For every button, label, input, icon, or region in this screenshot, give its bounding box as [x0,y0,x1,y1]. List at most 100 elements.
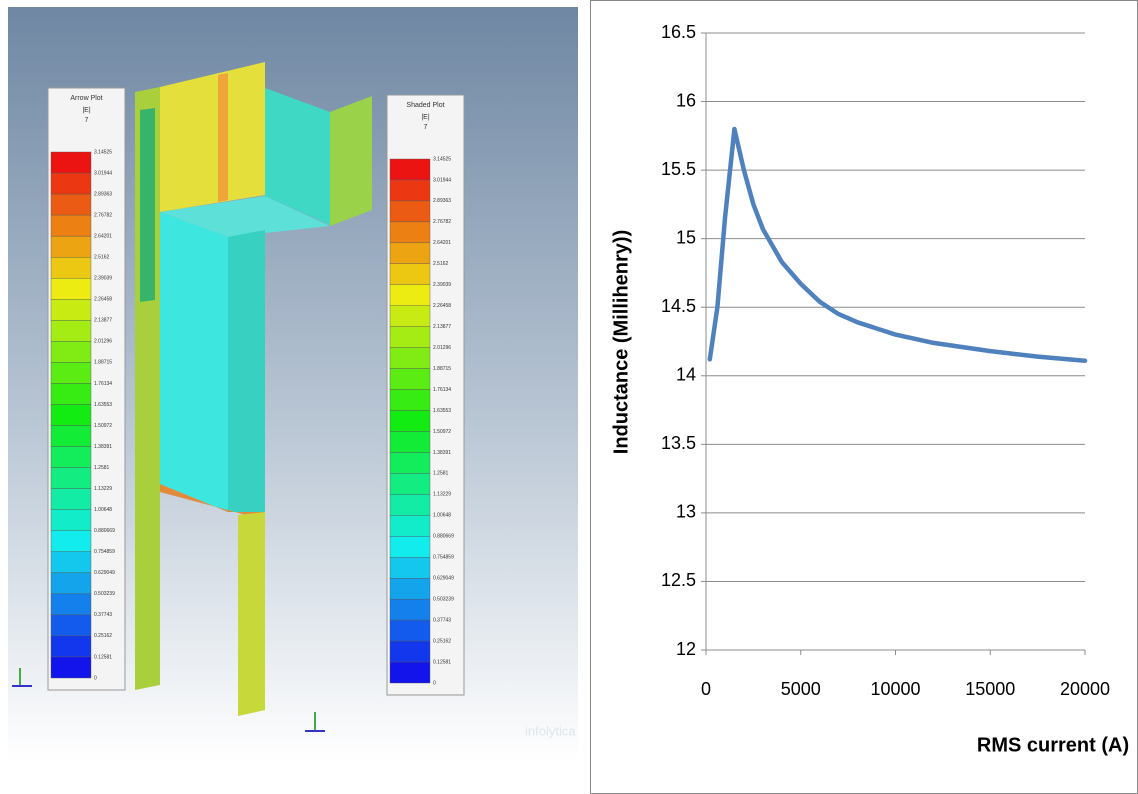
x-tick-label: 5000 [781,679,821,699]
y-axis-label: Inductance (Millihenry)) [610,230,632,454]
legend-cell [389,200,431,223]
legend-cell [50,341,92,363]
legend-level: 0 [433,680,436,686]
legend-cell [389,263,431,285]
y-tick-label: 13.5 [661,433,696,453]
legend-cell [50,214,92,237]
legend-cell [389,410,431,432]
legend-cell [389,221,431,244]
legend-cell [50,530,92,552]
legend-level: 0.754859 [94,549,115,555]
legend-cell [50,446,92,468]
legend-level: 2.5162 [433,261,449,267]
legend-cell [50,551,92,574]
legend-cell [389,536,431,558]
legend-level: 2.64201 [433,240,451,246]
legend-level: 3.14525 [94,149,112,155]
legend-level: 2.89363 [94,191,112,197]
legend-level: 1.38391 [94,444,112,450]
legend-step: 7 [424,124,428,131]
x-tick-label: 15000 [965,679,1015,699]
legend-cell [50,404,92,426]
legend-cell [50,320,92,342]
legend-cell [50,488,92,510]
watermark: infolytica [525,723,576,738]
color-legends: Arrow Plot |E| 7 3.14525 3.01944 2.89363 2.767… [47,87,465,696]
legend-cell [389,452,431,474]
legend-cell [50,467,92,489]
legend-level: 2.89363 [433,198,451,204]
field-region [140,108,155,302]
legend-cell [389,640,431,663]
legend-cell [389,305,431,327]
legend-cell [50,614,92,637]
legend-level: 2.39039 [94,276,112,282]
legend-cell [389,347,431,369]
legend-level: 1.00648 [433,513,451,519]
legend-level: 2.64201 [94,233,112,239]
y-tick-label: 16 [676,90,696,110]
data-line [707,126,1088,363]
legend-cell [50,509,92,531]
web-panel [228,230,265,512]
legend-level: 1.76134 [94,381,112,387]
legend-cell [389,242,431,264]
legend-quantity: |E| [82,107,90,114]
y-tick-label: 14.5 [661,296,696,316]
inner-panel [160,212,228,512]
legend-cell [389,578,431,600]
legend-level: 0.880669 [94,528,115,534]
legend-level: 3.14525 [433,156,451,162]
legend-level: 1.38391 [433,450,451,456]
legend-cell [50,593,92,616]
legend-cell [389,368,431,390]
legend-level: 2.5162 [94,255,110,261]
legend-level: 0.503239 [94,591,115,597]
legend-level: 2.13877 [433,324,451,330]
legend-level: 1.88715 [94,360,112,366]
legend-level: 0.25162 [94,633,112,639]
shelf [160,196,330,237]
legend-level: 0.754859 [433,555,454,561]
y-tick-label: 16.5 [661,22,696,42]
legend-level: 0.503239 [433,596,454,602]
legend-cell [389,326,431,348]
chart: RMS current (A) Inductance (Millihenry))… [610,22,1129,757]
legend-level: 2.76782 [433,219,451,225]
legend-cell [389,473,431,495]
legend-cell [389,661,431,684]
legend-cell [50,362,92,384]
legend-cell [389,598,431,621]
chart-frame [590,0,1138,794]
legend-level: 0.37743 [94,612,112,618]
x-axis-label: RMS current (A) [977,734,1129,756]
legend-level: 0.880669 [433,534,454,540]
legend-level: 2.01296 [94,339,112,345]
legend-cell [389,389,431,411]
y-tick-label: 12.5 [661,570,696,590]
legend-level: 0.629049 [94,570,115,576]
legend-cell [389,179,431,202]
legend-cell [50,172,92,195]
legend-level: 1.00648 [94,507,112,513]
x-tick-label: 10000 [870,679,920,699]
lower-leg [238,512,265,716]
legend-level: 0.12581 [433,659,451,665]
legend-level: 1.13229 [94,486,112,492]
legend-cell [389,158,431,181]
legend-level: 1.88715 [433,366,451,372]
legend-level: 3.01944 [433,177,451,183]
x-tick-label: 0 [701,679,711,699]
legend-cell [389,284,431,306]
y-tick-label: 13 [676,502,696,522]
legend-level: 0.629049 [433,576,454,582]
legend-level: 1.13229 [433,492,451,498]
legend-level: 0.37743 [433,617,451,623]
legend-level: 2.26458 [433,303,451,309]
legend-cell [389,494,431,516]
legend-level: 1.50972 [433,429,451,435]
legend-cell [50,656,92,679]
legend-cell [50,257,92,279]
legend-cell [50,299,92,321]
